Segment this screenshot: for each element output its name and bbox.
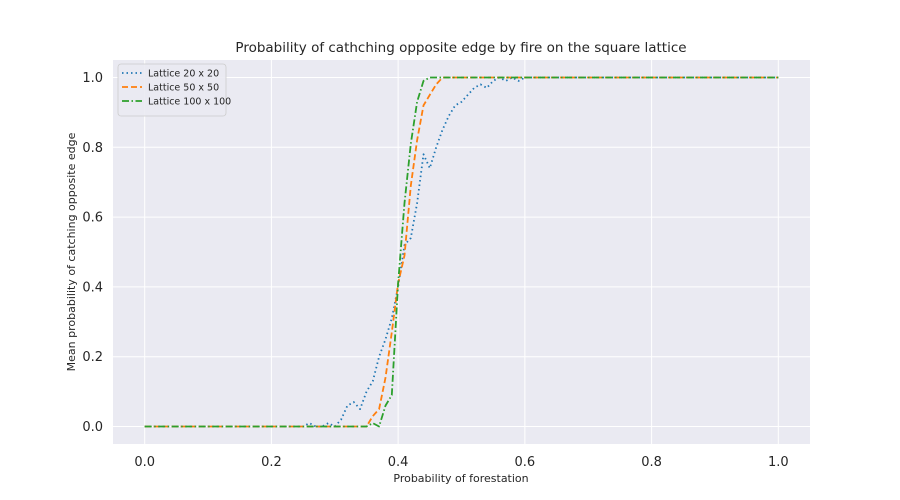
y-tick-label: 0.2 [82, 350, 103, 365]
x-axis-label: Probability of forestation [393, 472, 528, 485]
x-tick-label: 0.0 [134, 455, 155, 470]
legend-box [117, 63, 227, 117]
series-line-1 [144, 76, 779, 428]
x-tick-label: 0.8 [641, 455, 662, 470]
y-tick-label: 0.6 [82, 211, 103, 226]
x-tick-label: 0.2 [261, 455, 282, 470]
series-line-3 [144, 76, 779, 428]
x-tick-label: 0.4 [388, 455, 409, 470]
x-tick-label: 1.0 [768, 455, 789, 470]
legend-label-3: Lattice 100 x 100 [148, 97, 231, 108]
x-tick-label: 0.6 [515, 455, 536, 470]
legend: Lattice 20 x 20 Lattice 50 x 50 Lattice 10… [117, 63, 231, 117]
plot-area [113, 60, 810, 444]
y-tick-label: 1.0 [82, 71, 103, 86]
chart-title: Probability of cathching opposite edge b… [235, 40, 686, 56]
y-tick-label: 0.8 [82, 141, 103, 156]
series-line-2 [144, 76, 779, 428]
y-axis-ticks: 0.0 0.2 0.4 0.6 0.8 1.0 [82, 71, 103, 435]
legend-label-2: Lattice 50 x 50 [148, 83, 219, 94]
y-tick-label: 0.0 [82, 420, 103, 435]
legend-label-1: Lattice 20 x 20 [148, 69, 219, 80]
series-layer [144, 76, 779, 428]
y-tick-label: 0.4 [82, 280, 103, 295]
y-axis-label: Mean probability of catching opposite ed… [65, 132, 78, 371]
x-axis-ticks: 0.0 0.2 0.4 0.6 0.8 1.0 [134, 455, 788, 470]
